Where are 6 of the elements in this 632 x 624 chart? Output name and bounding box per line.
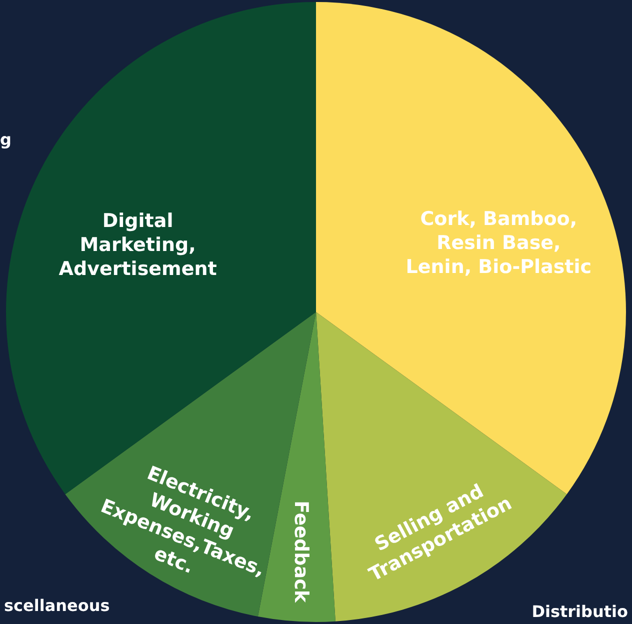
slice-label: Digital Marketing, Advertisement	[58, 210, 217, 280]
text: g	[0, 130, 12, 149]
slice-label: Cork, Bamboo, Resin Base, Lenin, Bio-Plastic	[406, 208, 592, 278]
slice-label: Feedback	[290, 500, 312, 603]
text: Distributio	[532, 602, 628, 621]
text: scellaneous	[4, 596, 110, 615]
